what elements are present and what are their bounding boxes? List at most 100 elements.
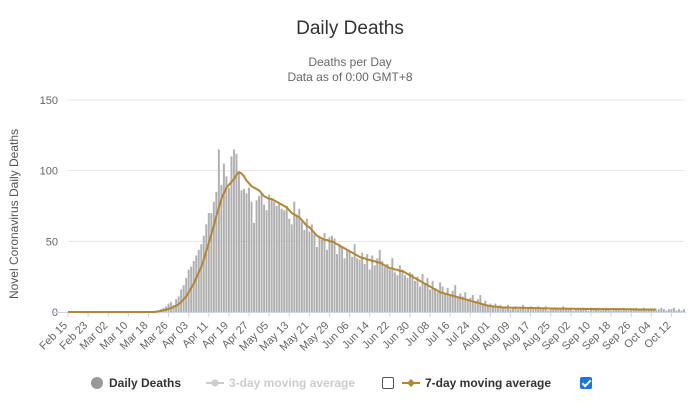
bar-day-98 [313, 234, 316, 312]
legend-item-daily-deaths[interactable]: Daily Deaths [90, 376, 181, 390]
bar-day-59 [215, 191, 218, 312]
bar-day-232 [650, 309, 653, 312]
bar-day-218 [615, 309, 618, 312]
bar-day-100 [318, 237, 321, 312]
bar-day-216 [610, 310, 613, 312]
bar-day-65 [230, 156, 233, 312]
legend-daily-deaths-marker [91, 377, 103, 389]
bar-day-144 [429, 289, 432, 312]
bar-day-188 [539, 307, 542, 312]
bar-day-62 [222, 163, 225, 312]
bar-day-171 [496, 306, 499, 312]
bar-day-196 [559, 309, 562, 312]
bar-day-112 [348, 251, 351, 312]
bar-day-138 [413, 280, 416, 312]
bar-day-220 [620, 310, 623, 312]
bar-day-168 [489, 303, 492, 312]
bar-day-142 [424, 283, 427, 312]
bar-day-94 [303, 230, 306, 312]
bar-day-150 [444, 293, 447, 312]
bar-day-132 [398, 265, 401, 312]
bar-day-140 [419, 286, 421, 312]
bar-day-136 [408, 272, 411, 312]
bar-day-238 [665, 310, 668, 312]
bar-day-148 [439, 282, 442, 312]
bar-day-179 [517, 309, 520, 312]
bar-day-72 [248, 187, 251, 312]
chart-subtitle-line-1: Deaths per Day [308, 55, 392, 69]
bar-day-158 [464, 292, 467, 312]
bar-day-212 [600, 310, 603, 312]
line-7-day-moving-average [68, 171, 657, 313]
bar-day-185 [532, 309, 535, 312]
legend-item-7-day-average[interactable]: 7-day moving average [402, 376, 551, 390]
bar-day-127 [386, 263, 389, 312]
bar-day-213 [602, 309, 605, 312]
bar-day-240 [670, 309, 673, 312]
bar-day-170 [494, 303, 497, 312]
bar-day-167 [486, 304, 489, 312]
bar-day-194 [554, 309, 557, 312]
bar-day-177 [512, 307, 515, 312]
chart-subtitle-line-2: Data as of 0:00 GMT+8 [287, 70, 413, 84]
bar-day-117 [361, 252, 364, 312]
bar-day-233 [652, 309, 655, 312]
bar-day-162 [474, 302, 477, 312]
bar-day-234 [655, 310, 658, 312]
bar-day-85 [280, 208, 283, 312]
bar-day-93 [300, 221, 303, 312]
bar-day-236 [660, 307, 663, 312]
bar-day-68 [237, 173, 240, 312]
bar-day-54 [202, 235, 205, 312]
bar-day-209 [592, 309, 595, 312]
bar-day-90 [293, 201, 296, 312]
bar-day-163 [476, 299, 479, 312]
legend-item-3-day-average[interactable]: 3-day moving average [206, 376, 355, 390]
bar-day-95 [305, 218, 308, 312]
bar-day-189 [542, 309, 545, 312]
bar-day-53 [200, 244, 203, 312]
bar-day-156 [459, 293, 462, 312]
bar-day-237 [662, 309, 665, 312]
bar-day-154 [454, 285, 457, 312]
bar-day-69 [240, 190, 243, 312]
bar-day-199 [567, 309, 570, 312]
chart-legend: Daily Deaths 3-day moving average 7-day … [0, 376, 700, 394]
bar-day-198 [564, 307, 567, 312]
bar-day-124 [378, 249, 381, 312]
bar-day-182 [524, 309, 527, 312]
bar-day-105 [331, 235, 333, 312]
bar-day-141 [421, 273, 424, 312]
checkbox-7-day-average[interactable] [580, 377, 592, 389]
bar-day-151 [446, 287, 449, 312]
bar-day-186 [534, 307, 537, 312]
y-axis-label: Novel Coronavirus Daily Deaths [7, 129, 21, 299]
bar-day-241 [672, 307, 675, 312]
moving-average-line [68, 171, 657, 313]
bar-day-169 [491, 306, 494, 312]
bar-day-60 [217, 149, 220, 312]
checkbox-3-day-average[interactable] [382, 377, 394, 389]
bar-day-172 [499, 304, 502, 312]
bar-day-207 [587, 310, 590, 312]
bar-day-165 [481, 303, 484, 312]
bar-day-235 [657, 309, 660, 312]
bar-day-82 [273, 201, 276, 312]
bar-day-79 [265, 210, 268, 312]
bar-day-210 [595, 309, 597, 312]
bar-day-61 [220, 184, 223, 312]
bar-day-67 [235, 153, 238, 312]
bar-day-96 [308, 231, 311, 312]
bar-day-108 [338, 244, 341, 312]
bar-day-183 [527, 307, 530, 312]
bar-day-130 [393, 272, 396, 312]
bar-day-126 [383, 266, 386, 312]
bar-day-173 [501, 307, 504, 312]
bar-day-123 [376, 258, 379, 312]
bar-day-63 [225, 176, 228, 312]
bar-day-40 [167, 303, 170, 312]
bar-day-222 [625, 309, 628, 312]
bar-day-239 [667, 309, 670, 312]
bar-day-166 [484, 300, 487, 312]
bar-day-77 [260, 193, 263, 312]
